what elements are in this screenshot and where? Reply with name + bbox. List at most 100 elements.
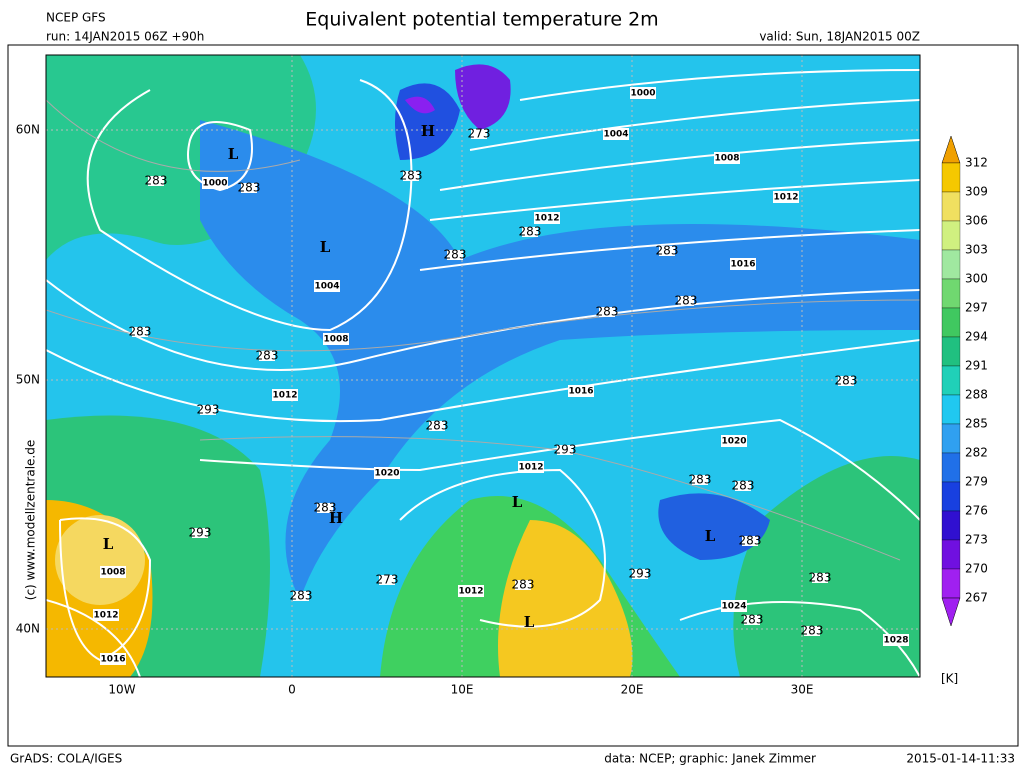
colorbar-label: 273 xyxy=(965,533,988,547)
colorbar-label: 294 xyxy=(965,330,988,344)
isobar-label-box xyxy=(100,653,126,665)
isotherm-label: 283 xyxy=(400,169,423,183)
field xyxy=(55,515,145,605)
isobar-label: 1012 xyxy=(518,463,543,473)
isotherm-label: 283 xyxy=(596,305,619,319)
pressure-center: L xyxy=(228,145,239,163)
isotherm-label: 283 xyxy=(741,613,764,627)
colorbar-cell xyxy=(941,191,961,222)
isobar xyxy=(519,69,920,101)
isotherm-label: 283 xyxy=(314,501,337,515)
isotherm-label-box xyxy=(557,445,573,455)
isobar-label: 1008 xyxy=(100,568,125,578)
isobar xyxy=(59,517,152,662)
lon-label: 10W xyxy=(108,683,135,697)
colorbar-cell xyxy=(941,249,961,280)
isotherm-label: 283 xyxy=(256,349,279,363)
isotherm-label-box xyxy=(812,573,828,583)
colorbar-cell xyxy=(941,481,961,512)
isotherm-label-box xyxy=(522,227,538,237)
pressure-center: L xyxy=(103,535,114,553)
isobar-label-box xyxy=(458,585,484,597)
lat-label: 60N xyxy=(16,123,40,137)
isobar xyxy=(46,279,920,371)
isobar-label-box xyxy=(100,566,126,578)
isotherm-label: 283 xyxy=(444,248,467,262)
isobar-label-box xyxy=(773,191,799,203)
graticule xyxy=(46,55,920,677)
colorbar-cell xyxy=(941,365,961,396)
isobar-label-box xyxy=(518,461,544,473)
isobar-label-box xyxy=(93,609,119,621)
isobar-label-box xyxy=(568,385,594,397)
colorbar-label: 306 xyxy=(965,214,988,228)
isotherm-label: 283 xyxy=(129,325,152,339)
model: NCEP GFS xyxy=(46,11,106,25)
isotherm-label: 293 xyxy=(189,526,212,540)
map-frame xyxy=(45,54,921,678)
lat-label: 40N xyxy=(16,622,40,636)
isobar-label-box xyxy=(714,152,740,164)
pressure-center: L xyxy=(705,527,716,545)
isotherm-label-box xyxy=(403,171,419,181)
isotherm-label: 283 xyxy=(809,571,832,585)
isobar xyxy=(429,179,920,221)
isobar-label-box xyxy=(630,87,656,99)
isotherm-label-box xyxy=(515,580,531,590)
colorbar-cell xyxy=(941,278,961,309)
isobar-label-box xyxy=(323,333,349,345)
isotherm-label: 293 xyxy=(197,403,220,417)
colorbar-cell xyxy=(941,568,961,599)
isobar-label: 1028 xyxy=(883,636,908,646)
colorbar-cell xyxy=(941,220,961,251)
isobar-label-box xyxy=(603,128,629,140)
isobar-label: 1020 xyxy=(721,437,746,447)
map: 1000 1004 1008 1012 1012 1016 1000 1004 1008 1012… xyxy=(46,55,920,677)
colorbar-label: 297 xyxy=(965,301,988,315)
pressure-center: L xyxy=(320,238,331,256)
isobar xyxy=(439,139,920,191)
colorbar-cap xyxy=(941,597,961,627)
isobar-label-box xyxy=(534,212,560,224)
isotherm-label-box xyxy=(379,575,395,585)
isobar-label: 1004 xyxy=(314,282,339,292)
map-labels: 1000 1004 1008 1012 1012 1016 1000 1004 1008 1012… xyxy=(93,87,909,665)
isotherm-label-box xyxy=(692,475,708,485)
lon-label: 30E xyxy=(791,683,814,697)
side-text: (c) www.modellzentrale.de xyxy=(24,440,38,600)
isobar-label-box xyxy=(721,600,747,612)
colorbar-label: 288 xyxy=(965,388,988,402)
colorbar: 312 309 306 303 300 297 294 291 288 285 282 279 276 2… xyxy=(941,135,988,627)
isobar-label-box xyxy=(730,258,756,270)
isotherm-label: 283 xyxy=(732,479,755,493)
isotherm-label: 283 xyxy=(519,225,542,239)
field xyxy=(455,64,511,130)
footer-left: GrADS: COLA/IGES xyxy=(10,752,122,766)
axis-labels: 60N 50N 40N 10W 0 10E 20E 30E xyxy=(16,123,814,697)
colorbar-label: 267 xyxy=(965,591,988,605)
isobar xyxy=(199,418,920,521)
unit: [K] xyxy=(941,672,958,686)
isobar-label-box xyxy=(374,467,400,479)
isotherm-label-box xyxy=(132,327,148,337)
isobar-label: 1000 xyxy=(202,179,227,189)
colorbar-cap xyxy=(941,135,961,164)
footer-credit: data: NCEP; graphic: Janek Zimmer xyxy=(604,752,816,766)
pressure-center: L xyxy=(512,493,523,511)
isobar-label: 1016 xyxy=(730,260,755,270)
isobar-label: 1012 xyxy=(534,214,559,224)
isobar-label-box xyxy=(314,280,340,292)
isotherm-label: 293 xyxy=(629,567,652,581)
isobar xyxy=(469,99,920,151)
isobar xyxy=(46,339,920,423)
isotherm-label: 283 xyxy=(801,624,824,638)
isotherm-label-box xyxy=(678,296,694,306)
isobar xyxy=(419,229,920,271)
pressure-center: L xyxy=(524,613,535,631)
isotherm-label: 283 xyxy=(656,244,679,258)
isotherm-label-box xyxy=(192,528,208,538)
colorbar-label: 285 xyxy=(965,417,988,431)
isobar-label-box xyxy=(272,389,298,401)
colorbar-cell xyxy=(941,336,961,367)
